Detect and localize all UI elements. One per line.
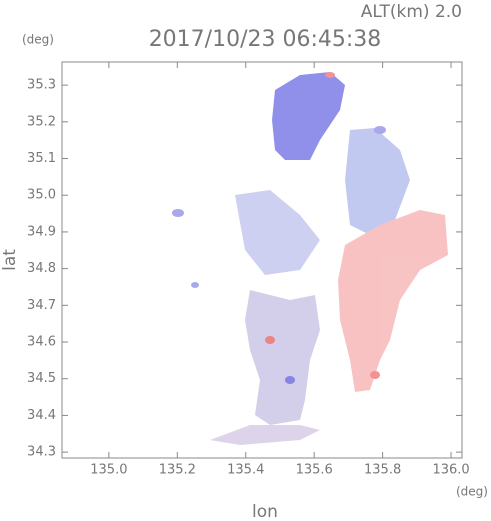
y-tick-label: 34.3: [27, 445, 56, 460]
y-tick-label: 34.6: [27, 335, 56, 350]
plot-frame: [61, 61, 463, 459]
y-tick-label: 34.5: [27, 371, 56, 386]
x-tick-label: 135.2: [159, 463, 196, 478]
echo-spot: [191, 282, 199, 288]
echo-mixed: [210, 425, 320, 445]
y-tick-label: 34.9: [27, 224, 56, 239]
x-tick-label: 135.6: [296, 463, 333, 478]
y-tick-label: 34.7: [27, 298, 56, 313]
radar-echoes: [172, 72, 448, 445]
echo-spot: [285, 376, 295, 384]
echo-spot: [172, 209, 184, 217]
echo-spot: [370, 371, 380, 379]
x-tick-label: 135.4: [227, 463, 264, 478]
y-tick-label: 35.1: [27, 151, 56, 166]
x-tick-label: 136.0: [432, 463, 469, 478]
y-tick-label: 34.4: [27, 408, 56, 423]
echo-pink: [338, 210, 448, 392]
x-tick-label: 135.0: [90, 463, 127, 478]
echo-light-blue: [345, 128, 410, 235]
x-axis-label: lon: [252, 502, 278, 521]
altitude-label: ALT(km) 2.0: [361, 2, 462, 22]
chart-title: 2017/10/23 06:45:38: [149, 27, 382, 52]
x-tick-label: 135.8: [364, 463, 401, 478]
y-unit: (deg): [22, 33, 54, 47]
echo-mixed: [245, 290, 320, 425]
x-unit: (deg): [456, 485, 488, 499]
y-tick-label: 34.8: [27, 261, 56, 276]
y-tick-label: 35.3: [27, 78, 56, 93]
echo-spot: [325, 72, 335, 78]
echo-spot: [265, 336, 275, 344]
echo-spot: [374, 126, 386, 134]
y-tick-label: 35.0: [27, 188, 56, 203]
echo-blue: [272, 72, 345, 160]
y-tick-label: 35.2: [27, 114, 56, 129]
echo-light-blue: [235, 190, 320, 275]
y-axis-label: lat: [0, 249, 20, 271]
